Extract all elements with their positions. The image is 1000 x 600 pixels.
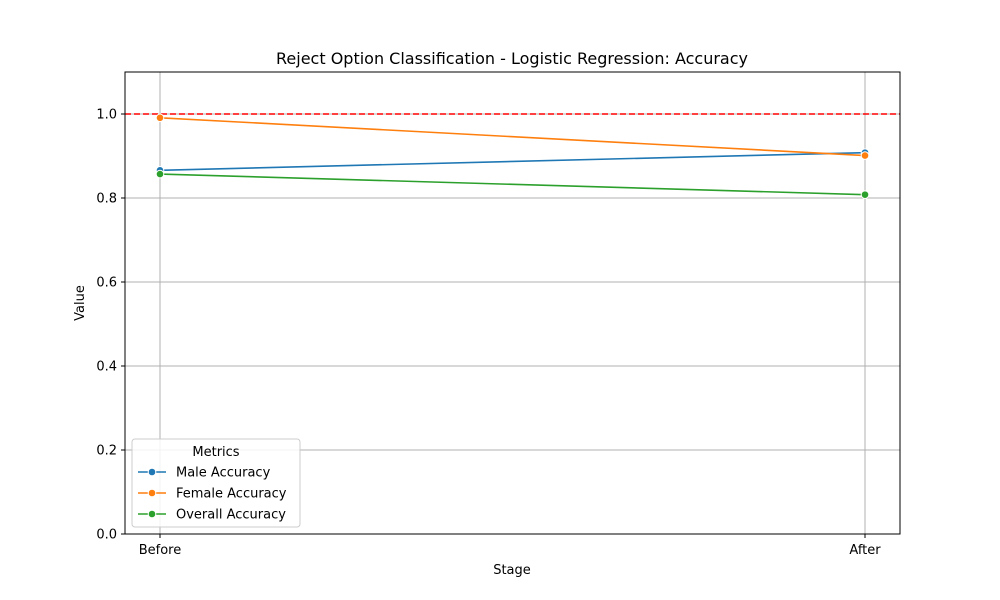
legend-swatch-marker [147, 509, 157, 519]
legend-swatch-marker [147, 467, 157, 477]
legend-title: Metrics [192, 445, 239, 460]
y-tick-label: 0.8 [96, 192, 117, 207]
legend: Metrics Male Accuracy Female Accuracy Over… [131, 438, 301, 528]
x-tick-label: Before [139, 543, 182, 558]
y-tick-label: 0.4 [96, 360, 117, 375]
series-line [159, 173, 866, 196]
y-tick-label: 0.6 [96, 276, 117, 291]
series-line [159, 116, 866, 157]
legend-box [131, 438, 301, 528]
y-tick-label: 0.0 [96, 528, 117, 543]
data-point [860, 151, 870, 160]
legend-entry-label: Male Accuracy [176, 466, 271, 481]
legend-entry-label: Overall Accuracy [176, 508, 286, 523]
chart-title: Reject Option Classification - Logistic … [276, 49, 748, 68]
data-point [155, 169, 165, 179]
legend-swatch-marker [147, 488, 157, 498]
series-male-accuracy [155, 148, 870, 175]
y-tick-label: 1.0 [96, 108, 117, 123]
y-axis-label: Value [73, 285, 88, 321]
y-axis-ticks: 0.0 0.2 0.4 0.6 0.8 1.0 [96, 108, 125, 543]
series-group [155, 113, 870, 199]
plot-frame [124, 71, 901, 535]
series-female-accuracy [155, 113, 870, 160]
data-point [155, 113, 165, 123]
x-tick-label: After [849, 543, 881, 558]
y-tick-label: 0.2 [96, 444, 117, 459]
series-overall-accuracy [155, 169, 870, 199]
series-line [159, 151, 866, 172]
x-axis-ticks: Before After [139, 534, 881, 558]
x-axis-label: Stage [493, 563, 531, 578]
legend-entry-label: Female Accuracy [176, 487, 287, 502]
data-point [860, 190, 870, 199]
